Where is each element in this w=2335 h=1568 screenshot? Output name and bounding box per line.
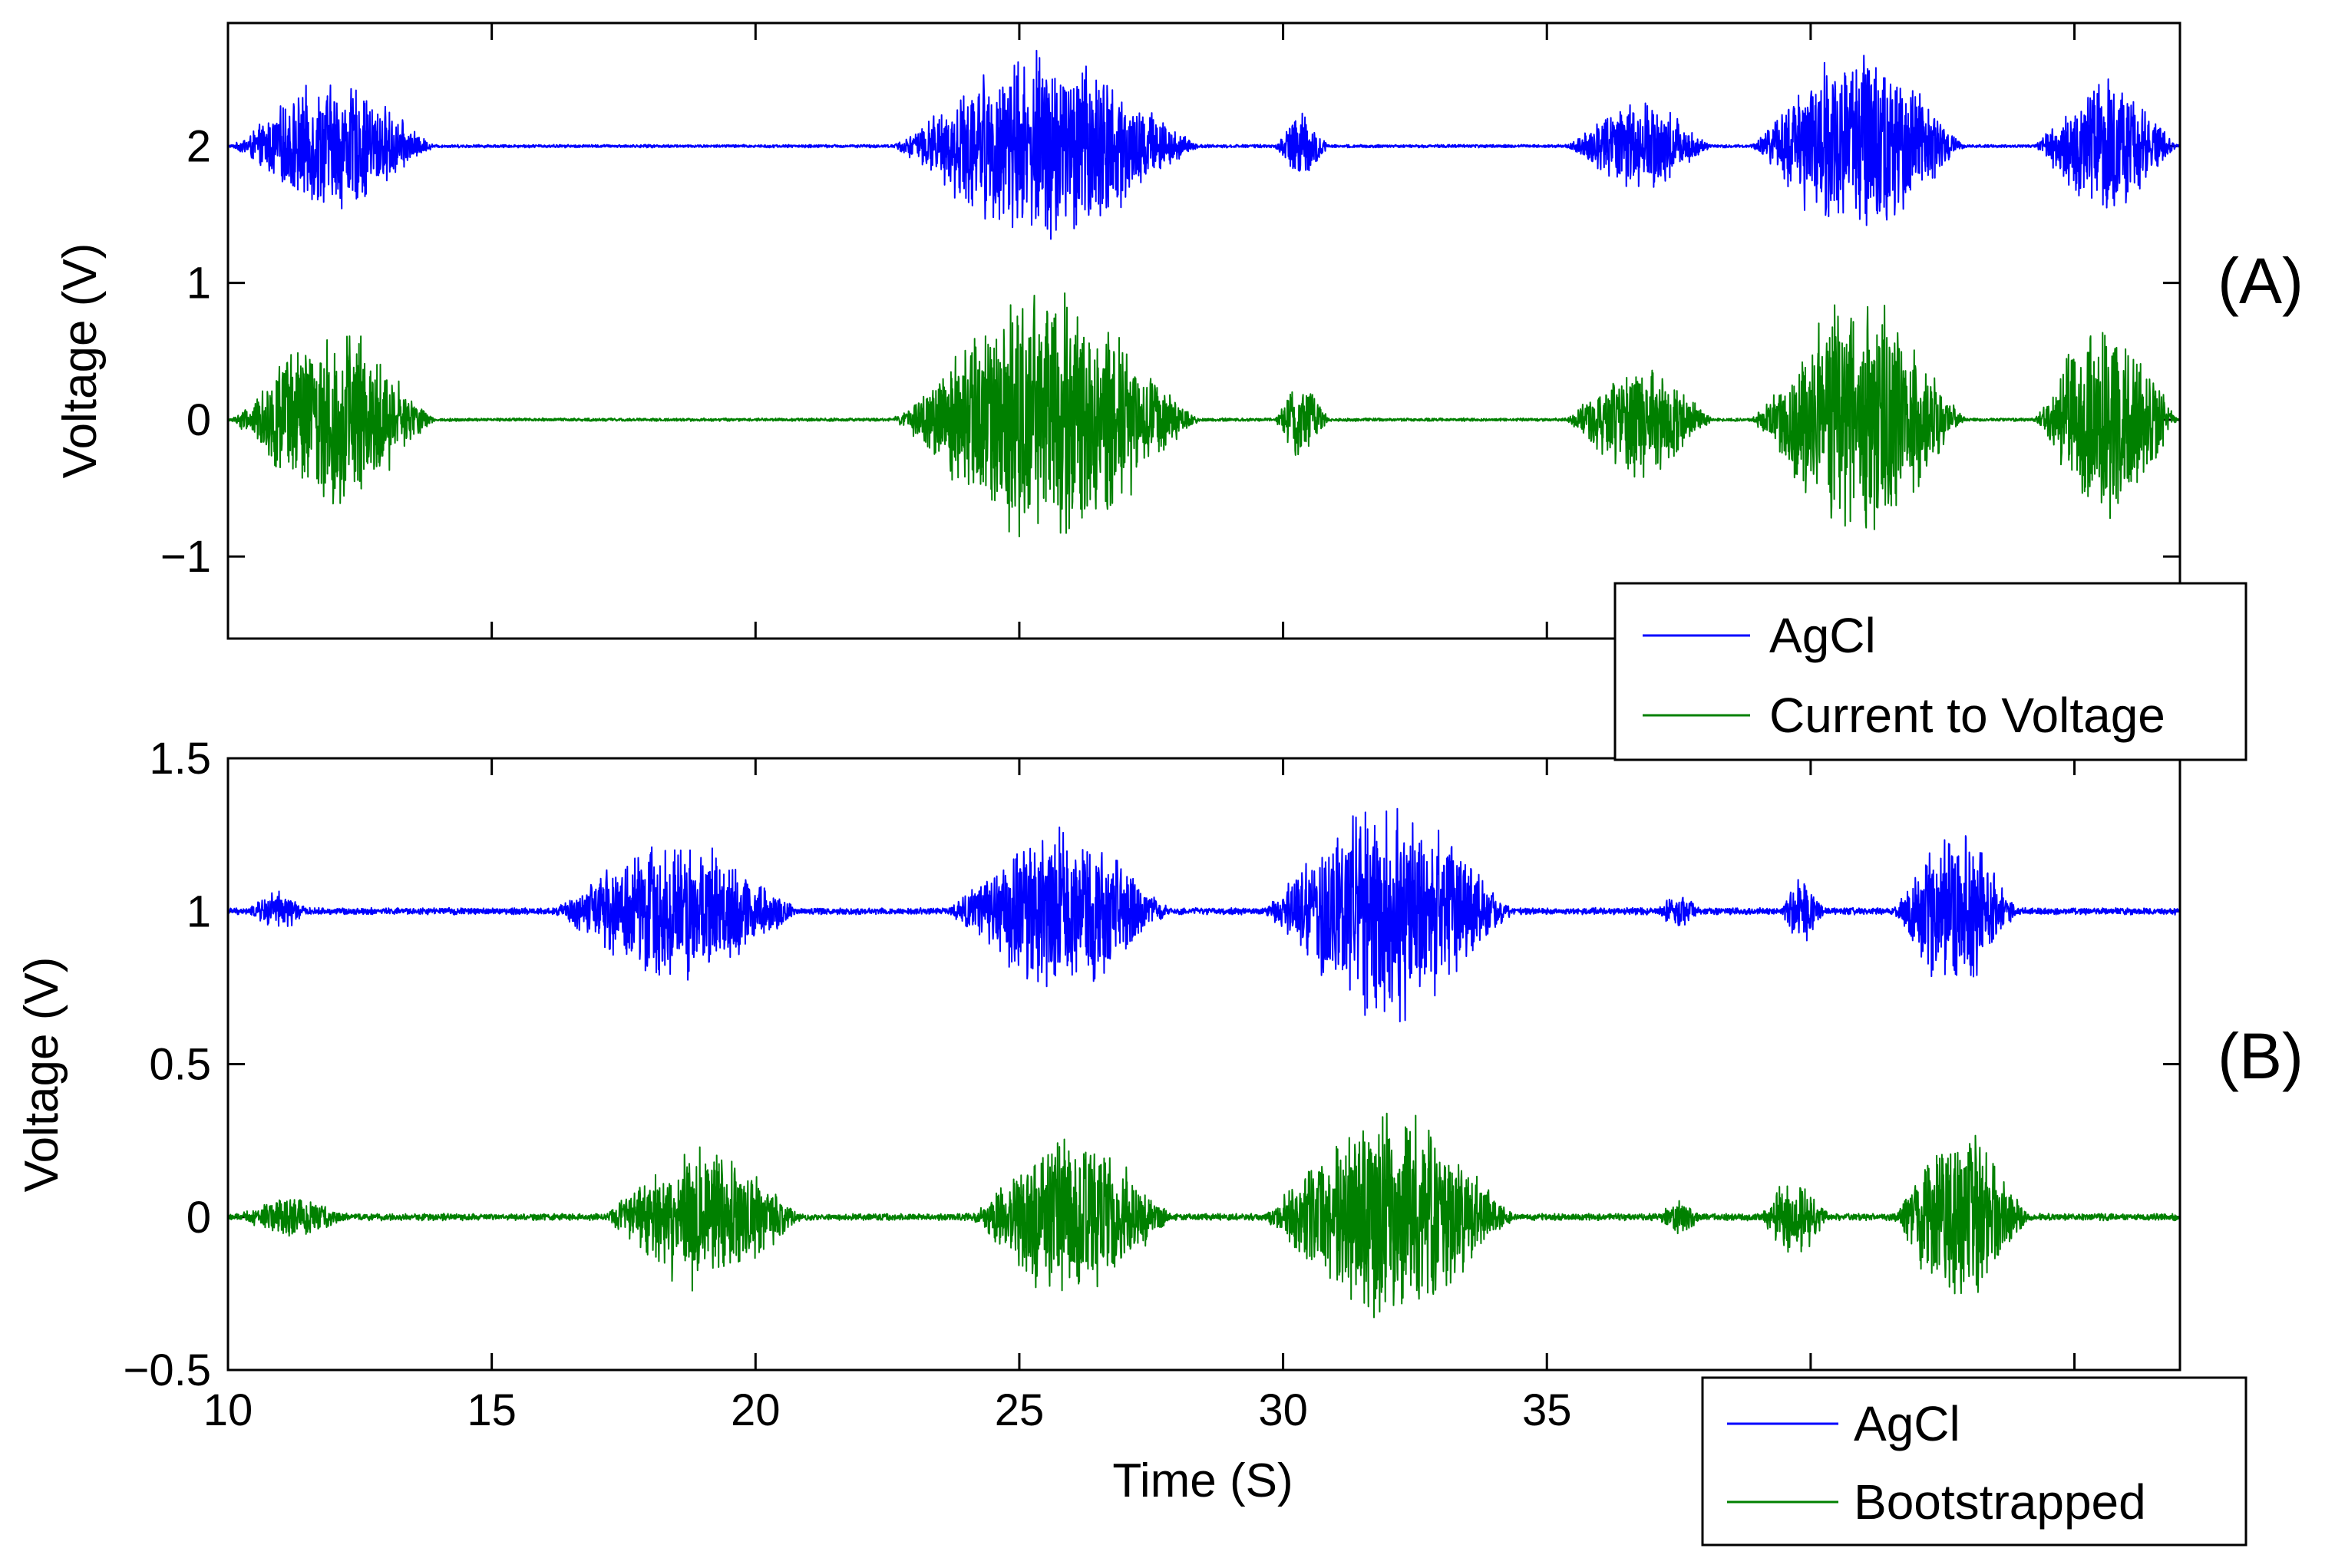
series-line-current-to-voltage xyxy=(227,292,2181,538)
y-tick-label: 1 xyxy=(187,259,211,309)
series-line-agcl xyxy=(227,49,2181,240)
legend-b-bootstrapped-label: Bootstrapped xyxy=(1854,1474,2146,1530)
panel-a-label: (A) xyxy=(2218,245,2304,317)
x-tick-label: 35 xyxy=(1522,1385,1572,1435)
series-line-bootstrapped xyxy=(227,1112,2181,1319)
legend-a-box xyxy=(1613,582,2247,761)
y-tick-label: 2 xyxy=(187,121,211,171)
panel-b-series-agcl xyxy=(227,807,2181,1022)
x-tick-label: 10 xyxy=(203,1385,253,1435)
x-tick-label: 15 xyxy=(467,1385,517,1435)
panel-a-series-current-to-voltage xyxy=(227,292,2181,538)
legend-b: AgCl Bootstrapped xyxy=(1701,1376,2247,1547)
panel-a-y-tick-labels: −1 0 1 2 xyxy=(160,121,211,582)
panel-a-series-agcl xyxy=(227,49,2181,240)
y-tick-label: 1 xyxy=(187,886,211,936)
panel-a-axes-box xyxy=(226,21,2181,640)
panel-b-x-tick-labels: 10 15 20 25 30 35 xyxy=(203,1385,1572,1435)
panel-b-x-axis-label: Time (S) xyxy=(1112,1454,1293,1507)
legend-a: AgCl Current to Voltage xyxy=(1613,582,2247,761)
legend-a-current-to-voltage-label: Current to Voltage xyxy=(1769,688,2165,743)
panel-b-series-bootstrapped xyxy=(227,1112,2181,1319)
panel-a: −1 0 1 2 Voltage (V) (A) xyxy=(54,21,2304,640)
legend-a-agcl-label: AgCl xyxy=(1769,608,1876,663)
y-tick-label: 1.5 xyxy=(149,734,211,784)
panel-b-axes-box xyxy=(226,757,2181,1372)
legend-b-agcl-label: AgCl xyxy=(1854,1396,1960,1451)
x-tick-label: 25 xyxy=(995,1385,1045,1435)
panel-b-y-axis-label: Voltage (V) xyxy=(15,957,68,1193)
x-tick-label: 20 xyxy=(731,1385,781,1435)
panel-a-y-axis-label: Voltage (V) xyxy=(54,243,107,479)
y-tick-label: 0.5 xyxy=(149,1040,211,1090)
panel-b-plot-area xyxy=(228,758,2180,1370)
y-tick-label: −1 xyxy=(160,532,211,582)
panel-b-y-tick-labels: −0.5 0 0.5 1 1.5 xyxy=(124,734,212,1395)
x-tick-label: 30 xyxy=(1258,1385,1308,1435)
series-line-agcl xyxy=(227,807,2181,1022)
y-tick-label: −0.5 xyxy=(124,1345,212,1395)
panel-b: −0.5 0 0.5 1 1.5 10 15 20 25 30 35 Voltage (V) Ti… xyxy=(15,734,2304,1507)
panel-b-label: (B) xyxy=(2218,1020,2304,1092)
legend-b-box xyxy=(1701,1376,2247,1547)
y-tick-label: 0 xyxy=(187,395,211,445)
y-tick-label: 0 xyxy=(187,1193,211,1243)
